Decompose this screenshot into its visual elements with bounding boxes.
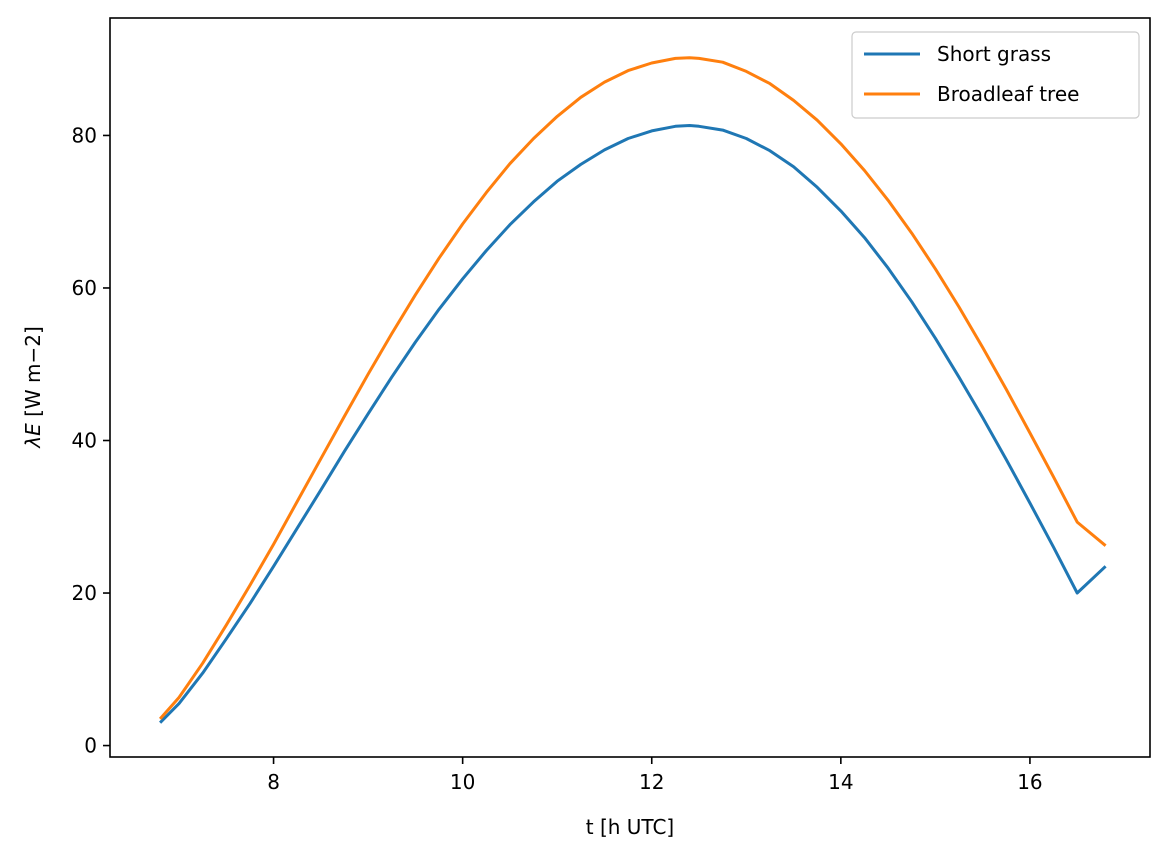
y-tick-label-1: 20: [72, 581, 97, 605]
legend-box: [851, 31, 1140, 119]
y-tick-label-2: 40: [72, 429, 97, 453]
x-tick-label-1: 10: [450, 770, 475, 794]
y-axis-label: λE [W m−2]: [21, 326, 45, 449]
series-line-1: [158, 56, 1107, 720]
x-tick-label-4: 16: [1017, 770, 1042, 794]
y-tick-label-0: 0: [84, 734, 97, 758]
x-tick-label-2: 12: [639, 770, 664, 794]
legend-label-0: Short grass: [937, 42, 1051, 66]
y-axis-label-symbol: λE: [21, 423, 45, 449]
series-layer: [158, 56, 1107, 724]
y-tick-label-4: 80: [72, 123, 97, 147]
ticks-layer: 8 10 12 14 16 0 20 40 60 80: [72, 123, 1043, 794]
legend-label-1: Broadleaf tree: [937, 82, 1079, 106]
x-axis-label: t [h UTC]: [586, 815, 675, 839]
x-tick-label-0: 8: [267, 770, 280, 794]
plot-frame: [109, 17, 1151, 758]
y-axis-label-units: [W m−2]: [21, 326, 45, 423]
y-tick-label-3: 60: [72, 276, 97, 300]
legend: Short grass Broadleaf tree: [851, 31, 1140, 119]
x-tick-label-3: 14: [828, 770, 853, 794]
series-line-0: [159, 124, 1107, 724]
